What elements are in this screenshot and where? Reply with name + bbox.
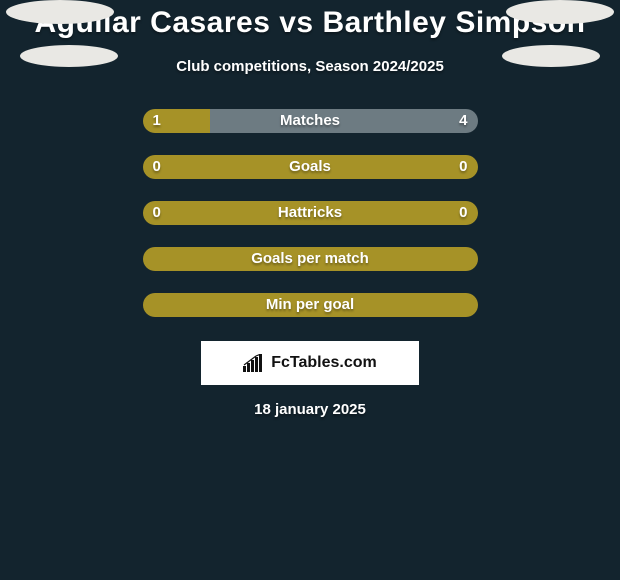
player-avatar-left-bottom xyxy=(20,45,118,67)
stat-row: Goals00 xyxy=(0,155,620,179)
stat-bar: Min per goal xyxy=(143,293,478,317)
stat-value-right: 0 xyxy=(459,201,467,225)
stat-row: Min per goal xyxy=(0,293,620,317)
stat-value-left: 1 xyxy=(153,109,161,133)
stat-row: Goals per match xyxy=(0,247,620,271)
player-avatar-left-top xyxy=(6,0,114,24)
player-avatar-right-bottom xyxy=(502,45,600,67)
stat-row: Hattricks00 xyxy=(0,201,620,225)
date-label: 18 january 2025 xyxy=(0,401,620,418)
stat-value-right: 4 xyxy=(459,109,467,133)
brand-logo-text: FcTables.com xyxy=(271,354,377,372)
stat-bar-left xyxy=(143,201,311,225)
stat-row: Matches14 xyxy=(0,109,620,133)
stat-value-left: 0 xyxy=(153,201,161,225)
stat-bar-right xyxy=(310,201,478,225)
stat-bar: Hattricks00 xyxy=(143,201,478,225)
player-avatar-right-top xyxy=(506,0,614,24)
stat-bar-right xyxy=(310,155,478,179)
barchart-icon xyxy=(243,354,265,372)
stat-bar: Goals00 xyxy=(143,155,478,179)
stat-bar: Matches14 xyxy=(143,109,478,133)
stat-bar-left xyxy=(143,293,478,317)
stat-bar-left xyxy=(143,155,311,179)
brand-logo[interactable]: FcTables.com xyxy=(201,341,419,385)
stat-bar-right xyxy=(210,109,478,133)
stat-value-left: 0 xyxy=(153,155,161,179)
stats-rows: Matches14Goals00Hattricks00Goals per mat… xyxy=(0,109,620,317)
stat-bar: Goals per match xyxy=(143,247,478,271)
comparison-card: Aguilar Casares vs Barthley Simpson Club… xyxy=(0,0,620,418)
stat-bar-left xyxy=(143,247,478,271)
stat-value-right: 0 xyxy=(459,155,467,179)
